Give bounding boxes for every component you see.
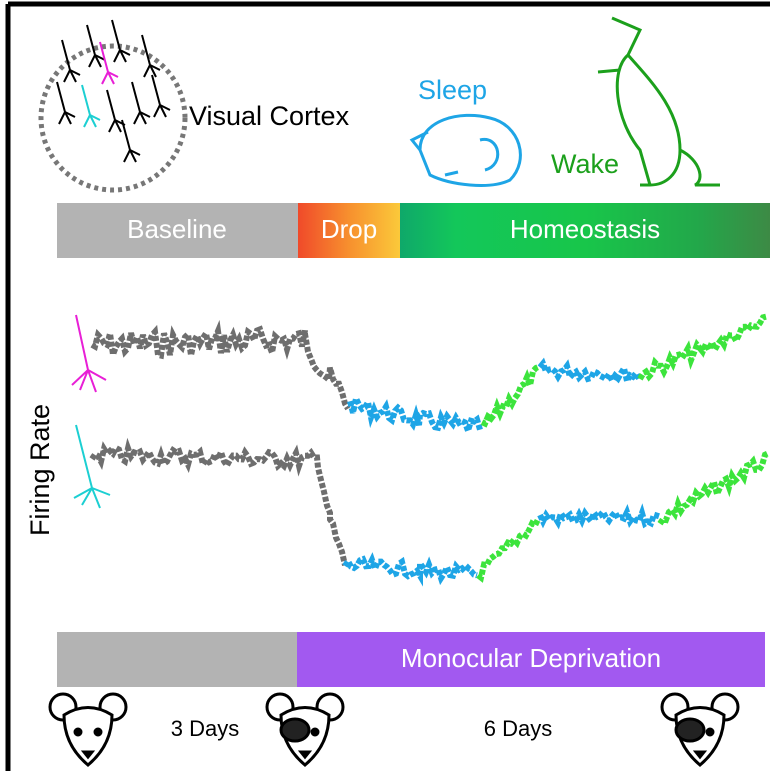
eye-patch [279, 717, 311, 743]
homeostasis-bar [400, 203, 770, 258]
rat-head [48, 692, 128, 767]
drop-bar [298, 203, 400, 258]
nose [692, 750, 708, 760]
neuron [81, 84, 101, 128]
neuron [99, 41, 119, 85]
condition-label: Monocular Deprivation [401, 643, 661, 673]
eye [310, 727, 320, 737]
cortex-label: Visual Cortex [189, 101, 350, 131]
rat-icons [48, 692, 740, 767]
duration-label: 6 Days [484, 716, 552, 741]
rat-head [265, 692, 345, 767]
phase-label: Homeostasis [510, 214, 660, 244]
traces [89, 313, 770, 587]
neuron [131, 81, 151, 125]
eye [705, 727, 715, 737]
head [62, 706, 114, 767]
nose [80, 750, 96, 760]
neuron [141, 34, 161, 78]
sleeping-rat [409, 113, 522, 187]
eye [73, 727, 83, 737]
rat-head [660, 692, 740, 767]
neuron [61, 39, 81, 83]
neuron [151, 74, 171, 118]
deprivation-bar [297, 632, 765, 687]
eye [93, 727, 103, 737]
trace [90, 319, 351, 411]
trace [476, 518, 541, 583]
neuron [86, 24, 106, 68]
sleep-label: Sleep [418, 75, 487, 105]
eye-patch [674, 717, 706, 743]
trace [480, 363, 541, 428]
trace [89, 437, 348, 567]
baseline-bar [57, 203, 298, 258]
neuron [106, 89, 126, 133]
nose [297, 750, 313, 760]
standing-rat [597, 16, 720, 187]
phase-label: Baseline [127, 214, 227, 244]
trace [342, 552, 478, 587]
trace [537, 357, 642, 390]
control-bar [57, 632, 297, 687]
trace-neurons [71, 314, 111, 509]
neuron [111, 19, 131, 63]
phase-label: Drop [321, 214, 377, 244]
wake-label: Wake [551, 149, 619, 179]
neurons [56, 19, 171, 163]
trace [637, 313, 767, 382]
trace [537, 503, 661, 530]
duration-label: 3 Days [171, 716, 239, 741]
trace [347, 389, 483, 441]
neuron [56, 81, 76, 125]
cortex-circle [38, 43, 188, 193]
trace [657, 450, 770, 526]
neuron [121, 119, 141, 163]
y-axis-label: Firing Rate [25, 404, 55, 536]
